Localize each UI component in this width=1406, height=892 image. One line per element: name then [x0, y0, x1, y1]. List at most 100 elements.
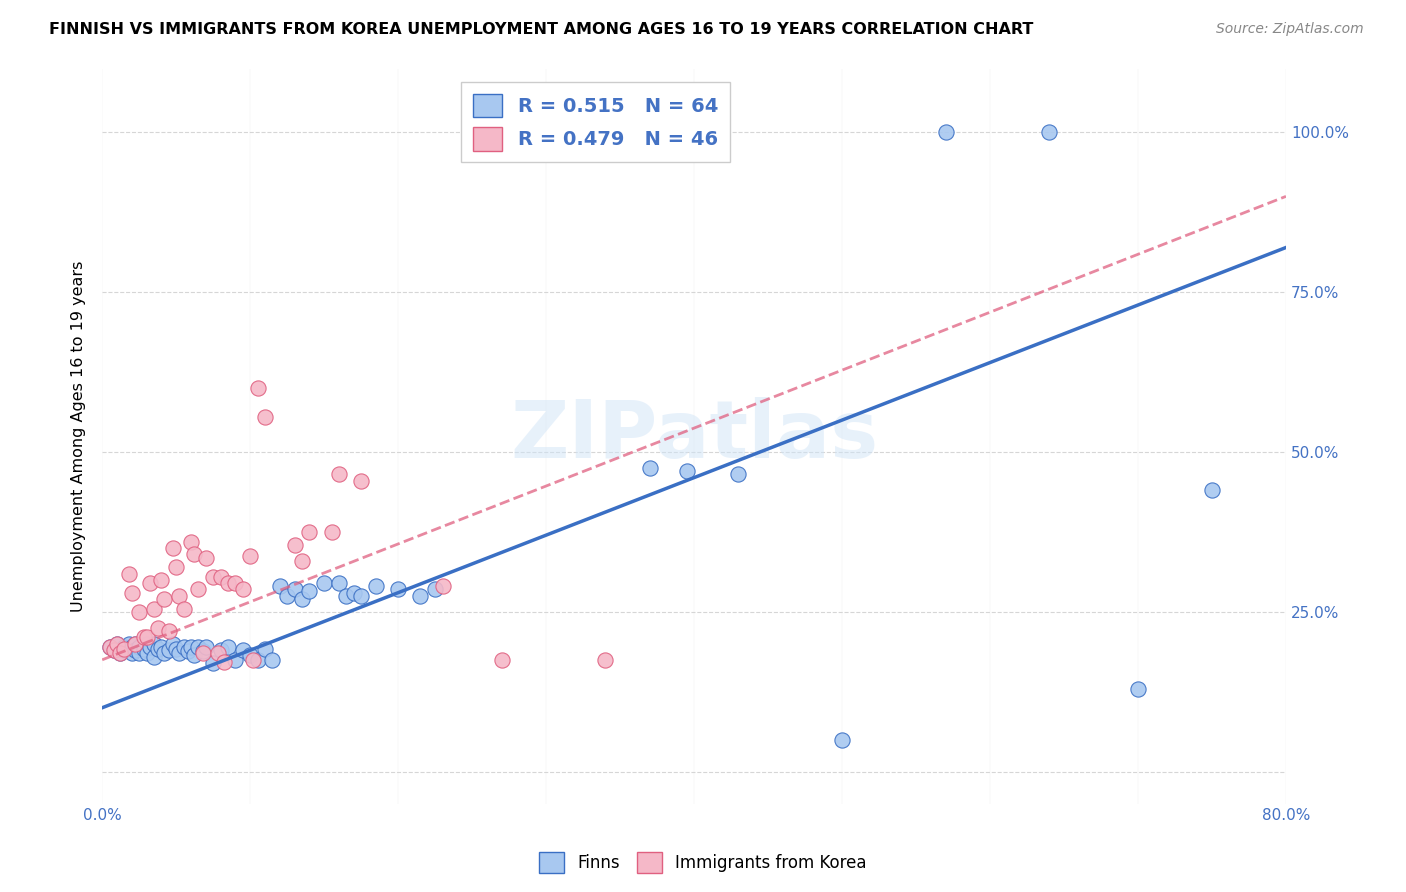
Point — [364, 579, 387, 593]
Point — [135, 647, 157, 661]
Point — [153, 592, 176, 607]
Point — [165, 560, 187, 574]
Point — [183, 648, 205, 663]
Point — [232, 643, 254, 657]
Point — [157, 643, 180, 657]
Point — [138, 640, 160, 654]
Y-axis label: Unemployment Among Ages 16 to 19 years: Unemployment Among Ages 16 to 19 years — [72, 260, 86, 612]
Point — [276, 589, 298, 603]
Point — [128, 640, 150, 654]
Point — [638, 461, 661, 475]
Point — [165, 641, 187, 656]
Point — [207, 647, 229, 661]
Point — [112, 640, 135, 654]
Point — [232, 582, 254, 597]
Point — [180, 640, 202, 654]
Point — [183, 547, 205, 561]
Legend: Finns, Immigrants from Korea: Finns, Immigrants from Korea — [533, 846, 873, 880]
Point — [143, 637, 166, 651]
Point — [162, 637, 184, 651]
Point — [103, 643, 125, 657]
Point — [180, 534, 202, 549]
Point — [138, 576, 160, 591]
Point — [118, 637, 141, 651]
Point — [350, 589, 373, 603]
Point — [321, 524, 343, 539]
Point — [150, 573, 173, 587]
Point — [291, 554, 314, 568]
Point — [727, 467, 749, 482]
Point — [108, 647, 131, 661]
Point — [579, 125, 602, 139]
Point — [105, 637, 128, 651]
Point — [194, 550, 217, 565]
Point — [675, 464, 697, 478]
Point — [124, 643, 146, 657]
Point — [269, 579, 291, 593]
Point — [217, 576, 239, 591]
Point — [124, 637, 146, 651]
Point — [1201, 483, 1223, 498]
Point — [187, 582, 209, 597]
Point — [187, 640, 209, 654]
Point — [343, 585, 366, 599]
Point — [224, 653, 246, 667]
Point — [103, 643, 125, 657]
Point — [112, 643, 135, 657]
Point — [291, 592, 314, 607]
Point — [298, 524, 321, 539]
Point — [108, 647, 131, 661]
Point — [350, 474, 373, 488]
Point — [135, 637, 157, 651]
Point — [173, 601, 195, 615]
Point — [167, 647, 190, 661]
Point — [284, 582, 307, 597]
Point — [242, 653, 264, 667]
Point — [124, 637, 146, 651]
Point — [239, 648, 262, 663]
Point — [409, 589, 432, 603]
Point — [1038, 125, 1060, 139]
Point — [167, 589, 190, 603]
Point — [335, 589, 357, 603]
Point — [150, 640, 173, 654]
Point — [246, 653, 269, 667]
Point — [314, 576, 336, 591]
Point — [246, 381, 269, 395]
Point — [143, 649, 166, 664]
Point — [194, 640, 217, 654]
Point — [121, 585, 143, 599]
Point — [935, 125, 957, 139]
Point — [98, 640, 121, 654]
Point — [118, 566, 141, 581]
Point — [153, 647, 176, 661]
Point — [191, 647, 214, 661]
Point — [143, 601, 166, 615]
Point — [202, 570, 225, 584]
Point — [1126, 681, 1149, 696]
Point — [328, 576, 350, 591]
Point — [135, 631, 157, 645]
Point — [224, 576, 246, 591]
Point — [128, 605, 150, 619]
Point — [98, 640, 121, 654]
Point — [128, 647, 150, 661]
Point — [217, 640, 239, 654]
Point — [595, 653, 617, 667]
Point — [328, 467, 350, 482]
Point — [262, 653, 284, 667]
Point — [105, 637, 128, 651]
Point — [298, 584, 321, 599]
Point — [132, 641, 155, 656]
Point — [148, 641, 170, 656]
Point — [177, 644, 200, 658]
Point — [239, 549, 262, 563]
Point — [121, 647, 143, 661]
Point — [284, 538, 307, 552]
Point — [157, 624, 180, 638]
Text: Source: ZipAtlas.com: Source: ZipAtlas.com — [1216, 22, 1364, 37]
Point — [112, 641, 135, 656]
Point — [253, 641, 276, 656]
Point — [162, 541, 184, 555]
Point — [209, 570, 232, 584]
